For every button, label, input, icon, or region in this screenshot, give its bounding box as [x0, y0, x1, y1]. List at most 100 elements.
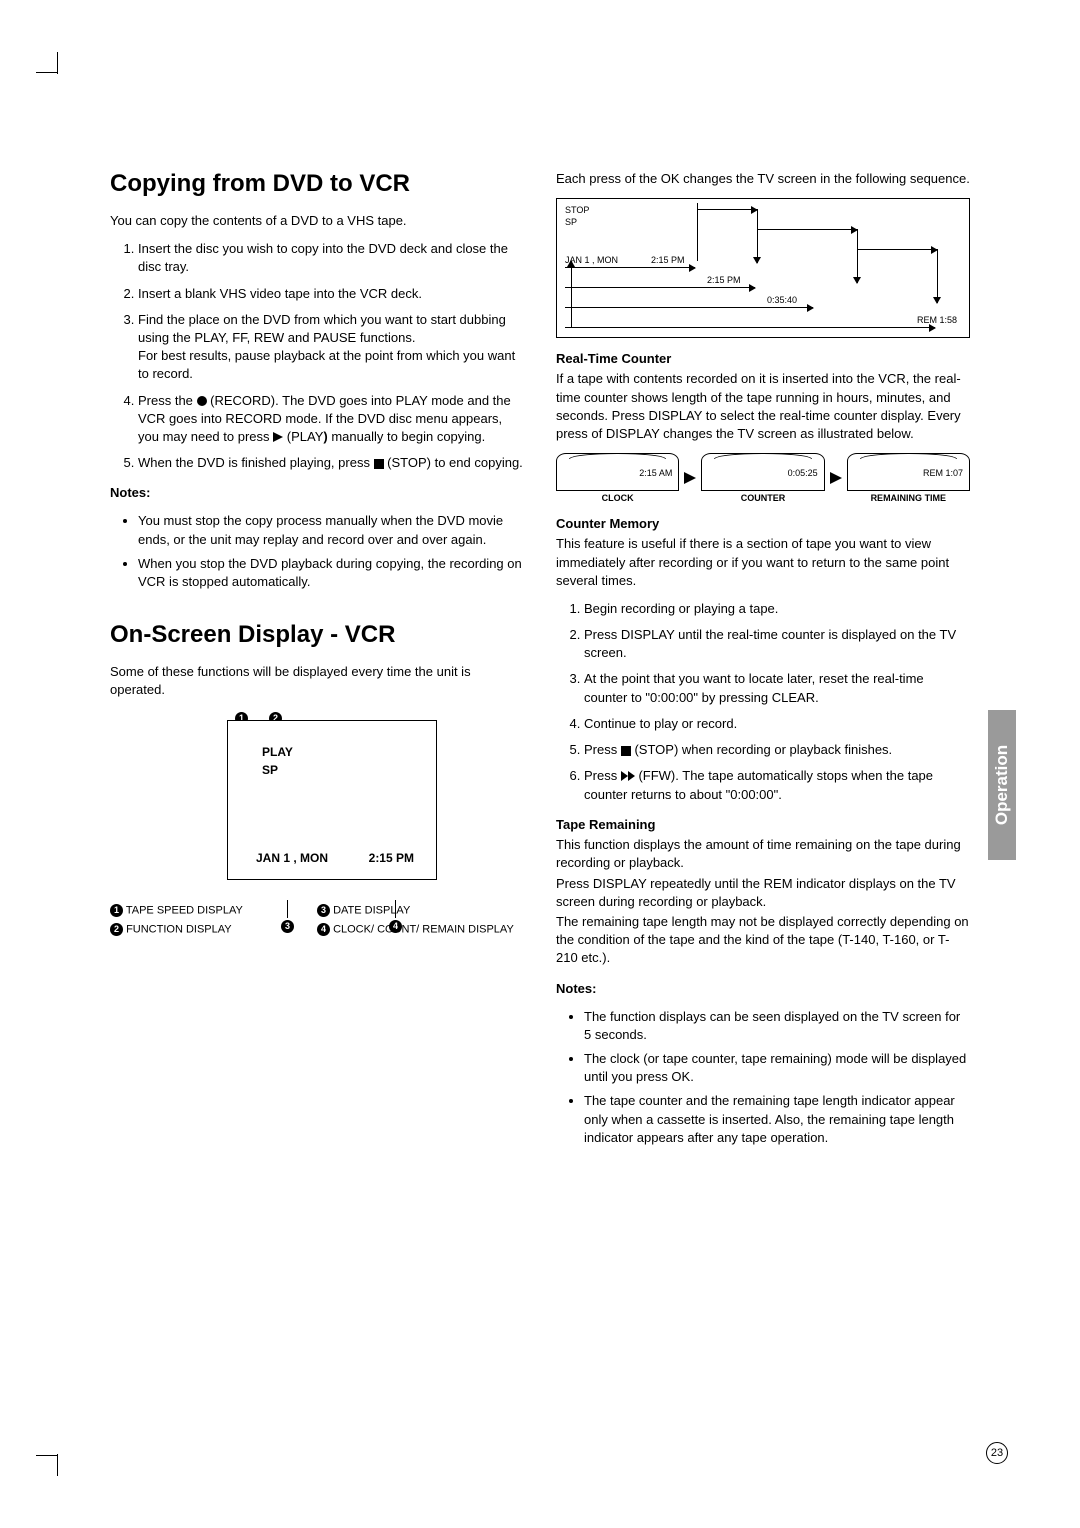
seq-arrow-icon	[857, 249, 937, 250]
tr-heading: Tape Remaining	[556, 816, 970, 834]
callout-4-icon: 4	[389, 920, 402, 933]
legend-3: 3 DATE DISPLAY	[317, 904, 524, 917]
cm-step-5: Press (STOP) when recording or playback …	[584, 741, 970, 759]
callout-3-icon: 3	[281, 920, 294, 933]
osd-screen: PLAY SP JAN 1 , MON 2:15 PM	[227, 720, 437, 880]
osd-sp: SP	[262, 763, 278, 777]
seq-stop: STOP	[565, 205, 589, 215]
step-3-text: Find the place on the DVD from which you…	[138, 312, 515, 382]
rtc-body: If a tape with contents recorded on it i…	[556, 370, 970, 443]
counter-diagram: 2:15 AM CLOCK 0:05:25 COUNTER REM 1:07 R…	[556, 453, 970, 503]
seq-line	[565, 327, 935, 328]
step-3: Find the place on the DVD from which you…	[138, 311, 524, 384]
seq-arrow-icon	[571, 261, 572, 267]
counter-label: COUNTER	[701, 493, 824, 503]
note-1: You must stop the copy process manually …	[138, 512, 524, 548]
counter-box: 0:05:25	[701, 453, 824, 491]
page-number-text: 23	[991, 1447, 1003, 1459]
cm-step-4: Continue to play or record.	[584, 715, 970, 733]
crop-mark	[36, 72, 58, 73]
sequence-diagram: STOP SP JAN 1 , MON 2:15 PM 2:15 PM 0:35…	[556, 198, 970, 338]
counter-value: 0:05:25	[788, 468, 818, 478]
step-4: Press the (RECORD). The DVD goes into PL…	[138, 392, 524, 447]
cm-heading: Counter Memory	[556, 515, 970, 533]
cm-step-3: At the point that you want to locate lat…	[584, 670, 970, 706]
osd-play: PLAY	[262, 745, 293, 759]
clock-value: 2:15 AM	[639, 468, 672, 478]
right-column: Each press of the OK changes the TV scre…	[556, 170, 970, 1163]
cm-step-2: Press DISPLAY until the real-time counte…	[584, 626, 970, 662]
seq-rem: REM 1:58	[917, 315, 957, 325]
cm-steps: Begin recording or playing a tape. Press…	[556, 600, 970, 804]
left-column: Copying from DVD to VCR You can copy the…	[110, 170, 524, 1163]
copy-steps: Insert the disc you wish to copy into th…	[110, 240, 524, 472]
side-tab-operation: Operation	[988, 710, 1016, 860]
tr-body-1: This function displays the amount of tim…	[556, 836, 970, 872]
remaining-label: REMAINING TIME	[847, 493, 970, 503]
right-note-1: The function displays can be seen displa…	[584, 1008, 970, 1044]
ffw-icon	[621, 768, 635, 786]
seq-counter: 0:35:40	[767, 295, 797, 305]
note-2: When you stop the DVD playback during co…	[138, 555, 524, 591]
right-note-3: The tape counter and the remaining tape …	[584, 1092, 970, 1147]
notes-heading: Notes:	[110, 484, 524, 502]
rtc-heading: Real-Time Counter	[556, 350, 970, 368]
seq-line	[565, 307, 813, 308]
seq-time1: 2:15 PM	[651, 255, 685, 265]
tr-body-3: The remaining tape length may not be dis…	[556, 913, 970, 968]
crop-mark	[57, 52, 58, 74]
seq-arrow-icon	[757, 229, 857, 230]
legend-4: 4 CLOCK/ COUNT/ REMAIN DISPLAY	[317, 923, 524, 936]
crop-mark	[57, 1454, 58, 1476]
legend-1: 1 TAPE SPEED DISPLAY	[110, 904, 317, 917]
clock-label: CLOCK	[556, 493, 679, 503]
seq-line	[565, 267, 695, 268]
side-tab-label: Operation	[992, 745, 1012, 825]
stop-icon	[621, 746, 631, 756]
seq-line	[697, 203, 698, 261]
step-2: Insert a blank VHS video tape into the V…	[138, 285, 524, 303]
seq-arrow-icon	[697, 209, 757, 210]
seq-line	[571, 267, 572, 327]
record-icon	[197, 396, 207, 406]
osd-time: 2:15 PM	[369, 851, 414, 865]
seq-sp: SP	[565, 217, 577, 227]
osd-intro: Some of these functions will be displaye…	[110, 663, 524, 699]
cm-step-1: Begin recording or playing a tape.	[584, 600, 970, 618]
legend-4-text: CLOCK/ COUNT/ REMAIN DISPLAY	[333, 923, 514, 935]
callout-line	[395, 900, 396, 918]
legend-2-text: FUNCTION DISPLAY	[126, 923, 232, 935]
play-icon	[273, 432, 283, 442]
callout-line	[287, 900, 288, 918]
cm-body: This feature is useful if there is a sec…	[556, 535, 970, 590]
page-number: 23	[986, 1442, 1008, 1464]
step-1: Insert the disc you wish to copy into th…	[138, 240, 524, 276]
seq-arrow-icon	[857, 229, 858, 283]
osd-date: JAN 1 , MON	[256, 851, 328, 865]
section-title-osd: On-Screen Display - VCR	[110, 621, 524, 649]
seq-arrow-icon	[757, 209, 758, 263]
legend-1-text: TAPE SPEED DISPLAY	[126, 904, 243, 916]
right-notes-list: The function displays can be seen displa…	[556, 1008, 970, 1147]
cm-step-6: Press (FFW). The tape automatically stop…	[584, 767, 970, 804]
seq-time2: 2:15 PM	[707, 275, 741, 285]
tr-body-2: Press DISPLAY repeatedly until the REM i…	[556, 875, 970, 911]
notes-list: You must stop the copy process manually …	[110, 512, 524, 591]
osd-legend: 1 TAPE SPEED DISPLAY 3 DATE DISPLAY 2 FU…	[110, 904, 524, 942]
right-note-2: The clock (or tape counter, tape remaini…	[584, 1050, 970, 1086]
intro-text: You can copy the contents of a DVD to a …	[110, 212, 524, 230]
crop-mark	[36, 1455, 58, 1456]
page-content: Copying from DVD to VCR You can copy the…	[0, 0, 1080, 1223]
remaining-box: REM 1:07	[847, 453, 970, 491]
clock-box: 2:15 AM	[556, 453, 679, 491]
seq-line	[565, 287, 755, 288]
right-notes-heading: Notes:	[556, 980, 970, 998]
osd-diagram: 1 2 PLAY SP JAN 1 , MON 2:15 PM 3 4	[157, 720, 477, 880]
arrow-icon	[683, 469, 697, 487]
arrow-icon	[829, 469, 843, 487]
seq-intro: Each press of the OK changes the TV scre…	[556, 170, 970, 188]
step-5: When the DVD is finished playing, press …	[138, 454, 524, 472]
remaining-value: REM 1:07	[923, 468, 963, 478]
section-title-copying: Copying from DVD to VCR	[110, 170, 524, 198]
legend-3-text: DATE DISPLAY	[333, 904, 410, 916]
